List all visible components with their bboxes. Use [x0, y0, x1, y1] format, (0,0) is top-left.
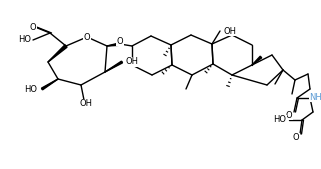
- Text: OH: OH: [223, 27, 237, 35]
- Text: O: O: [117, 37, 123, 45]
- Text: NH: NH: [310, 92, 321, 102]
- Text: HO: HO: [273, 115, 287, 125]
- Polygon shape: [252, 56, 262, 65]
- Polygon shape: [105, 61, 123, 72]
- Polygon shape: [48, 45, 67, 62]
- Text: O: O: [30, 22, 36, 31]
- Text: OH: OH: [126, 57, 138, 66]
- Text: O: O: [286, 111, 292, 119]
- Text: O: O: [84, 32, 90, 42]
- Text: OH: OH: [80, 100, 92, 108]
- Polygon shape: [107, 43, 120, 46]
- Text: O: O: [293, 134, 299, 142]
- Text: HO: HO: [19, 35, 31, 44]
- Polygon shape: [41, 79, 58, 90]
- Text: HO: HO: [24, 86, 38, 94]
